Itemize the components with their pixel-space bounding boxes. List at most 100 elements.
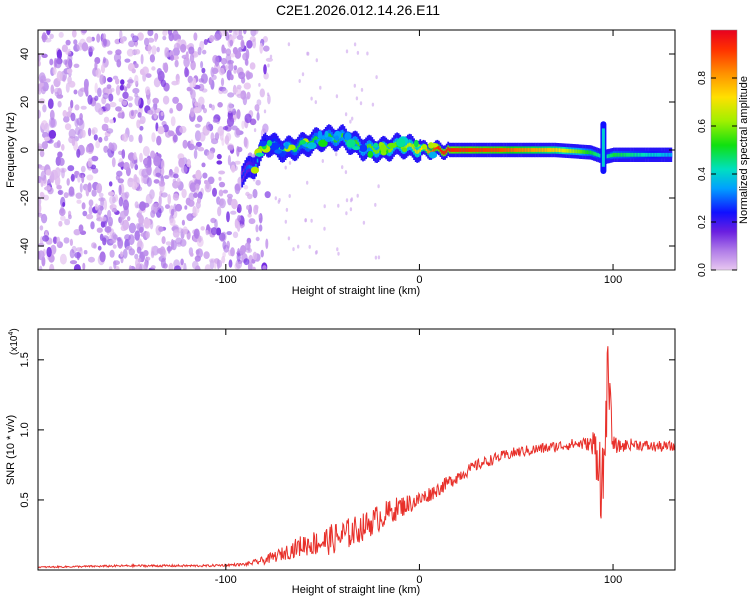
noise-speck	[60, 206, 65, 214]
track-core	[616, 152, 618, 157]
noise-speck	[40, 170, 47, 181]
track-core	[617, 152, 620, 157]
noise-speck	[71, 138, 76, 146]
noise-speck	[102, 56, 106, 64]
noise-speck	[104, 226, 112, 233]
noise-speck	[134, 230, 140, 241]
noise-speck	[349, 198, 353, 203]
noise-speck	[181, 188, 187, 199]
noise-speck	[38, 60, 41, 67]
noise-speck	[210, 132, 215, 142]
track-blob	[306, 142, 317, 150]
noise-speck	[165, 204, 170, 210]
noise-speck	[176, 227, 183, 233]
track-core	[653, 152, 656, 157]
noise-speck	[165, 241, 172, 246]
noise-speck	[221, 88, 228, 94]
noise-speck	[258, 224, 263, 232]
noise-speck	[130, 110, 134, 117]
noise-speck	[351, 116, 354, 121]
noise-speck	[106, 128, 114, 134]
noise-speck	[53, 142, 61, 149]
track-core	[546, 148, 549, 152]
track-core	[630, 152, 632, 157]
noise-speck	[82, 210, 88, 217]
noise-speck	[243, 30, 247, 35]
noise-speck	[310, 96, 313, 101]
track-blob	[299, 140, 307, 145]
noise-speck	[126, 48, 134, 57]
noise-speck	[194, 123, 201, 128]
track-core	[585, 150, 587, 154]
track-core	[283, 149, 285, 153]
noise-speck	[181, 219, 185, 226]
noise-speck	[196, 197, 202, 204]
track-core	[408, 142, 411, 147]
noise-speck	[198, 83, 205, 92]
noise-speck	[220, 77, 225, 87]
noise-speck	[227, 144, 234, 151]
noise-speck	[123, 162, 130, 171]
noise-speck	[49, 58, 54, 66]
noise-speck	[61, 144, 65, 151]
noise-speck	[267, 94, 271, 105]
noise-speck	[173, 203, 177, 212]
noise-speck	[96, 227, 103, 233]
track-core	[411, 144, 414, 149]
spectrogram-x-axis-label: Height of straight line (km)	[292, 285, 420, 297]
noise-speck	[234, 128, 241, 138]
noise-speck	[182, 226, 188, 235]
noise-speck	[68, 59, 73, 68]
track-core	[541, 148, 544, 152]
noise-speck	[57, 151, 63, 158]
track-core	[428, 150, 431, 155]
noise-speck	[188, 143, 195, 151]
noise-speck	[147, 30, 154, 37]
noise-speck	[103, 38, 107, 47]
noise-speck	[175, 237, 183, 245]
noise-speck	[336, 247, 339, 252]
track-core	[555, 148, 558, 152]
snr-y-ticks: 0.5 1.0 1.5	[19, 352, 675, 508]
track-core	[469, 148, 471, 152]
noise-speck	[75, 192, 83, 199]
noise-speck	[68, 214, 72, 220]
noise-speck	[204, 180, 208, 185]
noise-speck	[136, 186, 143, 192]
noise-speck	[109, 101, 117, 108]
noise-speck	[149, 54, 155, 63]
track-core	[473, 148, 476, 152]
noise-speck	[144, 163, 150, 168]
track-blob	[430, 143, 439, 148]
noise-speck	[188, 46, 195, 55]
track-core	[611, 153, 614, 158]
track-core	[371, 146, 374, 150]
noise-speck	[162, 95, 170, 105]
track-core	[627, 152, 629, 157]
track-core	[579, 149, 581, 154]
noise-speck	[52, 66, 57, 75]
track-core	[647, 152, 649, 157]
track-core	[366, 144, 369, 149]
track-blob	[324, 130, 329, 138]
noise-speck	[138, 134, 143, 144]
noise-speck	[189, 53, 195, 64]
noise-speck	[206, 150, 215, 160]
figure-title: C2E1.2026.012.14.26.E11	[276, 2, 440, 18]
noise-speck	[218, 198, 226, 209]
noise-speck	[216, 258, 220, 270]
colorbar: 0.0 0.2 0.4 0.6 0.8 Normalized spectral ampl…	[697, 29, 750, 277]
noise-speck	[98, 197, 106, 202]
noise-speck	[94, 82, 98, 94]
track-blob	[380, 144, 387, 153]
noise-speck	[73, 89, 78, 95]
colorbar-label: Normalized spectral amplitude	[738, 76, 750, 224]
track-blob	[346, 139, 356, 148]
track-core	[644, 152, 646, 157]
noise-speck	[145, 256, 151, 261]
track-core	[524, 148, 527, 152]
track-core	[537, 148, 539, 152]
track-core	[544, 148, 547, 152]
noise-speck	[81, 30, 87, 34]
